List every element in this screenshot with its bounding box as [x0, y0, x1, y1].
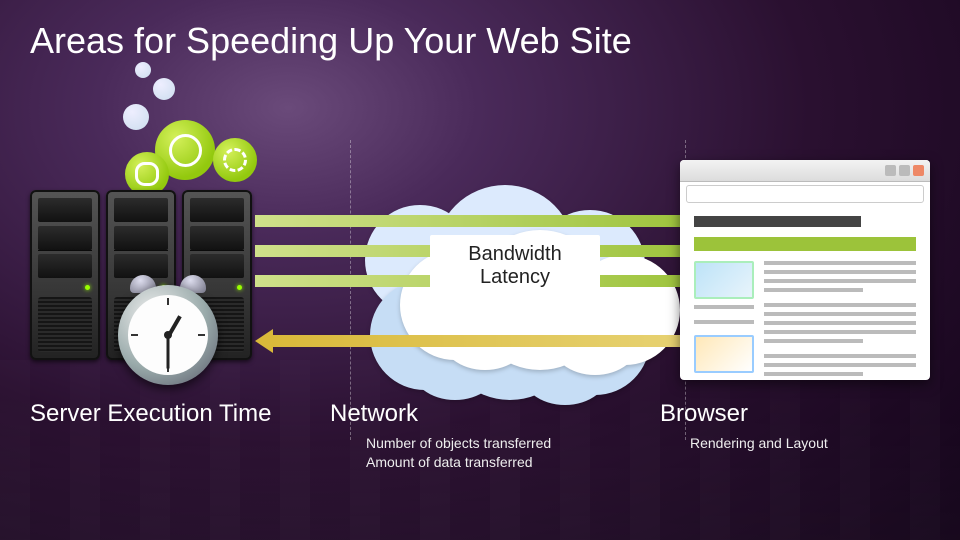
column-sublabel: Amount of data transferred — [366, 453, 660, 472]
column-network: Network Number of objects transferred Am… — [330, 400, 660, 472]
page-heading: The world's fastest web site — [694, 216, 861, 227]
column-label: Browser — [660, 400, 940, 428]
idea-bubble-small-2 — [153, 78, 175, 100]
close-icon — [913, 165, 924, 176]
column-labels-row: Server Execution Time Network Number of … — [30, 400, 940, 472]
column-label: Network — [330, 400, 660, 428]
request-arrow — [255, 215, 720, 227]
cloud-caption: Bandwidth Latency — [430, 235, 600, 297]
server-rack — [30, 190, 100, 360]
maximize-icon — [899, 165, 910, 176]
slide-title: Areas for Speeding Up Your Web Site — [30, 20, 632, 62]
column-label: Server Execution Time — [30, 400, 330, 428]
column-divider-1 — [350, 140, 351, 440]
address-bar — [686, 185, 924, 203]
column-server: Server Execution Time — [30, 400, 330, 472]
idea-bubble-tiny — [135, 62, 151, 78]
browser-titlebar — [680, 160, 930, 182]
cloud-caption-line1: Bandwidth — [434, 243, 596, 266]
idea-bubble-small-1 — [123, 104, 149, 130]
browser-window: The world's fastest web site — [680, 160, 930, 380]
gear-icon — [213, 138, 257, 182]
column-sublabel: Number of objects transferred — [366, 434, 660, 453]
page-nav-bar — [694, 237, 916, 251]
column-browser: Browser Rendering and Layout — [660, 400, 940, 472]
page-thumbnail — [694, 335, 754, 373]
page-thumbnail — [694, 261, 754, 299]
column-sublabel: Rendering and Layout — [690, 434, 940, 453]
browser-page: The world's fastest web site — [680, 206, 930, 380]
cloud-caption-line2: Latency — [434, 266, 596, 289]
page-body-text — [764, 261, 916, 380]
diagram-stage: Bandwidth Latency The world's fastest we… — [30, 170, 930, 380]
response-arrow — [255, 335, 720, 347]
minimize-icon — [885, 165, 896, 176]
alarm-clock-icon — [118, 285, 218, 385]
